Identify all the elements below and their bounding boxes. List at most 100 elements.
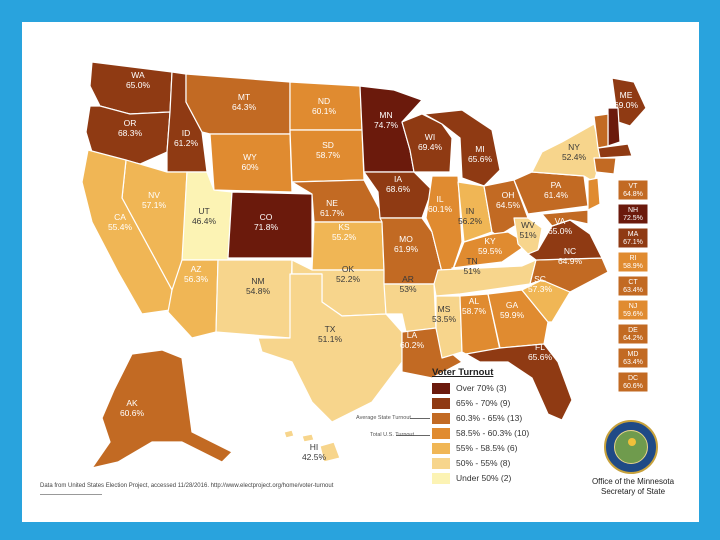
state-HI-3 — [319, 441, 341, 463]
east-box-vt — [617, 179, 649, 201]
state-CA — [81, 149, 173, 315]
legend-item: 58.5% - 60.3% (10) — [432, 427, 529, 439]
state-label: NY 52.4% — [562, 142, 587, 162]
state-label: AZ 56.3% — [184, 264, 209, 284]
state-MS — [435, 295, 463, 359]
east-box-dc — [617, 371, 649, 393]
legend-item: Under 50% (2) — [432, 472, 511, 484]
east-box-nh — [617, 203, 649, 225]
office-line-1: Office of the Minnesota — [591, 477, 675, 486]
legend-swatch — [432, 427, 450, 439]
state-label: UT 46.4% — [192, 206, 217, 226]
legend-label: Under 50% (2) — [456, 473, 512, 483]
state-label: AK 60.6% — [120, 398, 145, 418]
state-label: NC 64.9% — [558, 246, 583, 266]
state-label: WV 51% — [519, 220, 536, 240]
state-AK — [91, 349, 233, 469]
office-name: Office of the Minnesota Secretary of Sta… — [578, 477, 688, 497]
legend-swatch — [432, 382, 450, 394]
average-state-pointer — [410, 418, 430, 419]
state-label: IL 60.1% — [428, 194, 453, 214]
source-note: Data from United States Election Project… — [40, 483, 334, 489]
legend-label: 55% - 58.5% (6) — [456, 443, 518, 453]
state-label: FL 65.6% — [528, 342, 553, 362]
legend-swatch — [432, 412, 450, 424]
state-label: CO 71.8% — [254, 212, 279, 232]
legend-swatch — [432, 397, 450, 409]
state-MA — [597, 143, 633, 159]
state-label: ME 69.0% — [614, 90, 639, 110]
state-label: OK 52.2% — [336, 264, 361, 284]
legend-item: 65% - 70% (9) — [432, 397, 510, 409]
state-label: MN 74.7% — [374, 110, 399, 130]
state-label: OR 68.3% — [118, 118, 143, 138]
state-label: OH 64.5% — [496, 190, 521, 210]
east-box-label: CT 63.4% — [623, 279, 643, 294]
east-state-boxes: VT 64.8% NH 72.5% MA 67.1% RI 58.9% CT 63.4% NJ 59.… — [617, 179, 649, 393]
state-NJ — [587, 177, 601, 211]
state-label: WI 69.4% — [418, 132, 443, 152]
state-GA — [487, 289, 549, 349]
east-box-ct — [617, 275, 649, 297]
east-box-md — [617, 347, 649, 369]
state-label: TX 51.1% — [318, 324, 343, 344]
legend-label: Over 70% (3) — [456, 383, 507, 393]
state-label: ND 60.1% — [312, 96, 337, 116]
state-label: WA 65.0% — [126, 70, 151, 90]
state-label: LA 60.2% — [400, 330, 425, 350]
state-label: AR 53% — [399, 274, 416, 294]
legend-label: 60.3% - 65% (13) — [456, 413, 523, 423]
state-TX — [257, 273, 403, 423]
legend-swatch — [432, 457, 450, 469]
state-HI-1 — [283, 429, 295, 439]
state-label: KS 55.2% — [332, 222, 357, 242]
average-state-label: Average State Turnout — [356, 415, 411, 421]
state-NH — [607, 107, 621, 147]
legend-label: 65% - 70% (9) — [456, 398, 511, 408]
state-label: NV 57.1% — [142, 190, 167, 210]
state-FL — [465, 343, 573, 421]
state-PA — [513, 171, 589, 215]
legend-label: 50% - 55% (8) — [456, 458, 511, 468]
us-turnout-map: WA 65.0% OR 68.3% ID 61.2% MT 64.3% ND 60.1% … — [81, 61, 649, 469]
east-box-label: MA 67.1% — [623, 231, 643, 246]
state-VA — [527, 219, 603, 261]
east-box-ri — [617, 251, 649, 273]
minnesota-seal-icon — [604, 420, 658, 474]
state-CT — [593, 157, 617, 175]
state-label: ID 61.2% — [174, 128, 199, 148]
east-box-label: NJ 59.6% — [623, 303, 643, 318]
state-VT — [593, 113, 609, 149]
east-box-label: NH 72.5% — [623, 207, 643, 222]
state-WI — [401, 113, 453, 173]
legend-swatch — [432, 472, 450, 484]
legend-title: Voter Turnout — [432, 367, 494, 378]
east-box-label: VT 64.8% — [623, 183, 643, 198]
state-label: NE 61.7% — [320, 198, 345, 218]
state-label: MI 65.6% — [468, 144, 493, 164]
source-rule — [40, 494, 102, 495]
state-label: PA 61.4% — [544, 180, 569, 200]
state-label: GA 59.9% — [500, 300, 525, 320]
state-label: TN 51% — [463, 256, 480, 276]
east-box-label: DE 64.2% — [623, 327, 643, 342]
legend-item: 50% - 55% (8) — [432, 457, 510, 469]
state-label: MT 64.3% — [232, 92, 257, 112]
state-NM — [215, 259, 293, 339]
east-box-nj — [617, 299, 649, 321]
east-box-label: DC 60.6% — [623, 375, 643, 390]
state-label: MO 61.9% — [394, 234, 419, 254]
state-label: VA 65.0% — [548, 216, 573, 236]
state-WY — [209, 133, 293, 193]
east-box-ma — [617, 227, 649, 249]
legend-item: 60.3% - 65% (13) — [432, 412, 522, 424]
state-label: HI 42.5% — [302, 442, 327, 462]
legend-item: 55% - 58.5% (6) — [432, 442, 517, 454]
state-label: IN 56.2% — [458, 206, 483, 226]
legend-swatch — [432, 442, 450, 454]
state-label: SD 58.7% — [316, 140, 341, 160]
office-line-2: Secretary of State — [600, 487, 666, 496]
state-label: AL 58.7% — [462, 296, 487, 316]
east-box-label: MD 63.4% — [623, 351, 643, 366]
us-turnout-pointer — [396, 435, 430, 436]
